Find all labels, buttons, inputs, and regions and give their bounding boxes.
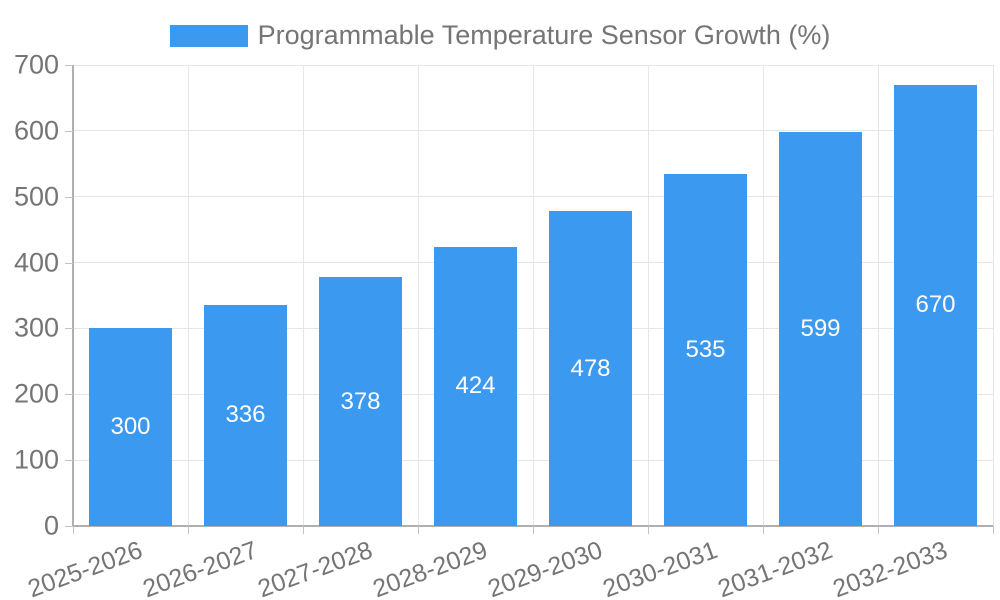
bar-2030-2031[interactable]: 535 <box>664 173 747 526</box>
x-axis-tick-mark <box>648 526 649 534</box>
y-axis-tick-label: 200 <box>13 378 59 409</box>
y-axis-tick-label: 400 <box>13 247 59 278</box>
x-axis-tick-label: 2027-2028 <box>254 536 377 600</box>
v-gridline <box>302 65 304 526</box>
bar-value-label: 599 <box>800 314 841 342</box>
x-axis-tick-mark <box>763 526 764 534</box>
y-axis-tick-mark <box>65 130 73 132</box>
x-axis-tick-mark <box>878 526 879 534</box>
bar-2025-2026[interactable]: 300 <box>89 328 172 526</box>
x-axis-tick-mark <box>73 526 74 534</box>
y-axis-tick-mark <box>65 526 73 527</box>
y-axis-line <box>72 65 74 526</box>
bar-value-label: 378 <box>340 387 381 415</box>
bar-value-label: 300 <box>110 413 151 441</box>
v-gridline <box>647 65 649 526</box>
bar-2032-2033[interactable]: 670 <box>894 84 977 526</box>
y-axis-tick-label: 700 <box>13 49 59 80</box>
y-axis-tick-mark <box>65 460 73 462</box>
v-gridline <box>187 65 189 526</box>
v-gridline <box>762 65 764 526</box>
y-axis-tick-label: 500 <box>13 181 59 212</box>
bar-value-label: 670 <box>915 291 956 319</box>
v-gridline <box>417 65 419 526</box>
v-gridline <box>877 65 879 526</box>
plot-area: 300 336 378 424 478 535 599 670 <box>72 64 994 527</box>
bar-value-label: 336 <box>225 401 266 429</box>
x-axis-tick-mark <box>533 526 534 534</box>
v-gridline <box>532 65 534 526</box>
bar-2026-2027[interactable]: 336 <box>204 304 287 526</box>
bar-2031-2032[interactable]: 599 <box>779 131 862 526</box>
x-axis-tick-label: 2025-2026 <box>24 536 147 600</box>
y-axis-tick-mark <box>65 394 73 396</box>
y-axis-tick-mark <box>65 65 73 66</box>
x-axis-tick-label: 2030-2031 <box>599 536 722 600</box>
legend-label: Programmable Temperature Sensor Growth (… <box>257 20 831 50</box>
bar-2027-2028[interactable]: 378 <box>319 277 402 526</box>
legend-item[interactable]: Programmable Temperature Sensor Growth (… <box>0 20 1000 51</box>
x-axis-tick-mark <box>303 526 304 534</box>
y-axis-tick-label: 600 <box>13 115 59 146</box>
bar-value-label: 478 <box>570 354 611 382</box>
legend-swatch <box>169 24 248 47</box>
y-axis-tick-label: 0 <box>43 510 59 541</box>
y-axis-tick-mark <box>65 262 73 264</box>
x-axis-tick-label: 2029-2030 <box>484 536 607 600</box>
bar-2028-2029[interactable]: 424 <box>434 246 517 526</box>
y-axis-tick-mark <box>65 196 73 198</box>
x-axis-tick-label: 2028-2029 <box>369 536 492 600</box>
y-axis-tick-label: 100 <box>13 444 59 475</box>
bar-value-label: 424 <box>455 372 496 400</box>
y-axis-tick-mark <box>65 328 73 330</box>
y-axis-tick-label: 300 <box>13 312 59 343</box>
x-axis-tick-mark <box>418 526 419 534</box>
v-gridline <box>992 65 994 526</box>
x-axis-tick-label: 2031-2032 <box>714 536 837 600</box>
x-axis-tick-mark <box>188 526 189 534</box>
x-axis-tick-label: 2026-2027 <box>139 536 262 600</box>
x-axis-tick-label: 2032-2033 <box>829 536 952 600</box>
bar-value-label: 535 <box>685 335 726 363</box>
x-axis-tick-mark <box>993 526 994 534</box>
bar-2029-2030[interactable]: 478 <box>549 211 632 526</box>
